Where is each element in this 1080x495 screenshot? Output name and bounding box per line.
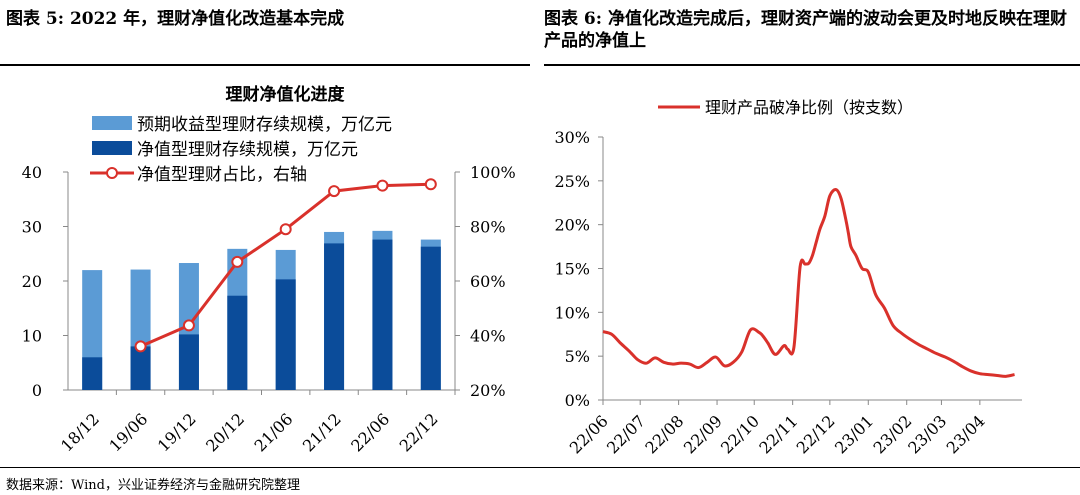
- right-chart: 理财产品破净比例（按支数）0%5%10%15%20%25%30%22/0622/…: [554, 98, 1022, 457]
- ratio-point: [328, 185, 341, 198]
- y-tick-label: 10%: [554, 303, 590, 322]
- left-y-tick-label: 20: [22, 272, 42, 291]
- x-tick-label: 22/06: [566, 411, 612, 457]
- right-y-tick-label: 80%: [470, 218, 506, 237]
- x-tick-label: 22/10: [717, 411, 763, 457]
- bar-net-value: [420, 246, 441, 390]
- y-tick-label: 20%: [554, 216, 590, 235]
- ratio-point: [279, 223, 292, 236]
- right-y-tick-label: 40%: [470, 327, 506, 346]
- x-tick-label: 22/11: [755, 411, 801, 457]
- y-tick-label: 15%: [554, 260, 590, 279]
- bar-net-value: [275, 279, 296, 390]
- y-tick-label: 25%: [554, 172, 590, 191]
- legend-line-label: 理财产品破净比例（按支数）: [705, 98, 913, 117]
- left-title-rule: [0, 64, 530, 66]
- bar-net-value: [372, 239, 393, 390]
- right-figure-title: 图表 6: 净值化改造完成后，理财资产端的波动会更及时地反映在理财产品的净值上: [544, 9, 1067, 51]
- left-chart: 理财净值化进度预期收益型理财存续规模，万亿元净值型理财存续规模，万亿元净值型理财…: [22, 84, 516, 455]
- broken-net-ratio-line: [602, 188, 1015, 378]
- bar-net-value: [227, 295, 248, 390]
- legend-dark-bar-label: 净值型理财存续规模，万亿元: [137, 140, 358, 160]
- ratio-point: [376, 179, 389, 192]
- left-y-tick-label: 10: [22, 327, 42, 346]
- x-tick-label: 23/01: [831, 411, 877, 457]
- x-tick-label: 22/12: [793, 411, 839, 457]
- left-y-tick-label: 40: [22, 163, 42, 182]
- right-y-tick-label: 60%: [470, 272, 506, 291]
- left-figure-title: 图表 5: 2022 年，理财净值化改造基本完成: [6, 9, 345, 29]
- x-tick-label: 22/08: [641, 411, 687, 457]
- y-tick-label: 0%: [565, 391, 590, 410]
- left-y-tick-label: 30: [22, 218, 42, 237]
- legend-dark-bar-swatch: [92, 141, 132, 155]
- x-tick-label: 23/04: [943, 411, 989, 457]
- x-tick-label: 23/03: [904, 411, 950, 457]
- legend-line-label: 净值型理财占比，右轴: [137, 165, 307, 185]
- x-tick-label: 22/09: [680, 411, 726, 457]
- legend-light-bar-swatch: [92, 116, 132, 130]
- right-title-rule: [544, 64, 1080, 66]
- x-tick-label: 22/07: [603, 411, 649, 457]
- ratio-point: [182, 319, 195, 332]
- ratio-point: [134, 340, 147, 353]
- bar-net-value: [82, 357, 103, 390]
- bar-net-value: [324, 243, 345, 390]
- legend-light-bar-label: 预期收益型理财存续规模，万亿元: [137, 115, 392, 135]
- source-note: 数据来源：Wind，兴业证券经济与金融研究院整理: [6, 478, 300, 493]
- bar-net-value: [130, 346, 151, 390]
- y-tick-label: 30%: [554, 128, 590, 147]
- x-tick-label: 23/02: [870, 411, 916, 457]
- ratio-point: [231, 255, 244, 268]
- legend-line-marker: [106, 167, 118, 179]
- footer-rule: [0, 467, 1080, 468]
- right-y-tick-label: 20%: [470, 381, 506, 400]
- chart-title: 理财净值化进度: [226, 84, 346, 105]
- bar-net-value: [178, 334, 199, 390]
- ratio-point: [424, 178, 437, 191]
- left-y-tick-label: 0: [32, 381, 42, 400]
- right-y-tick-label: 100%: [470, 163, 516, 182]
- y-tick-label: 5%: [565, 347, 590, 366]
